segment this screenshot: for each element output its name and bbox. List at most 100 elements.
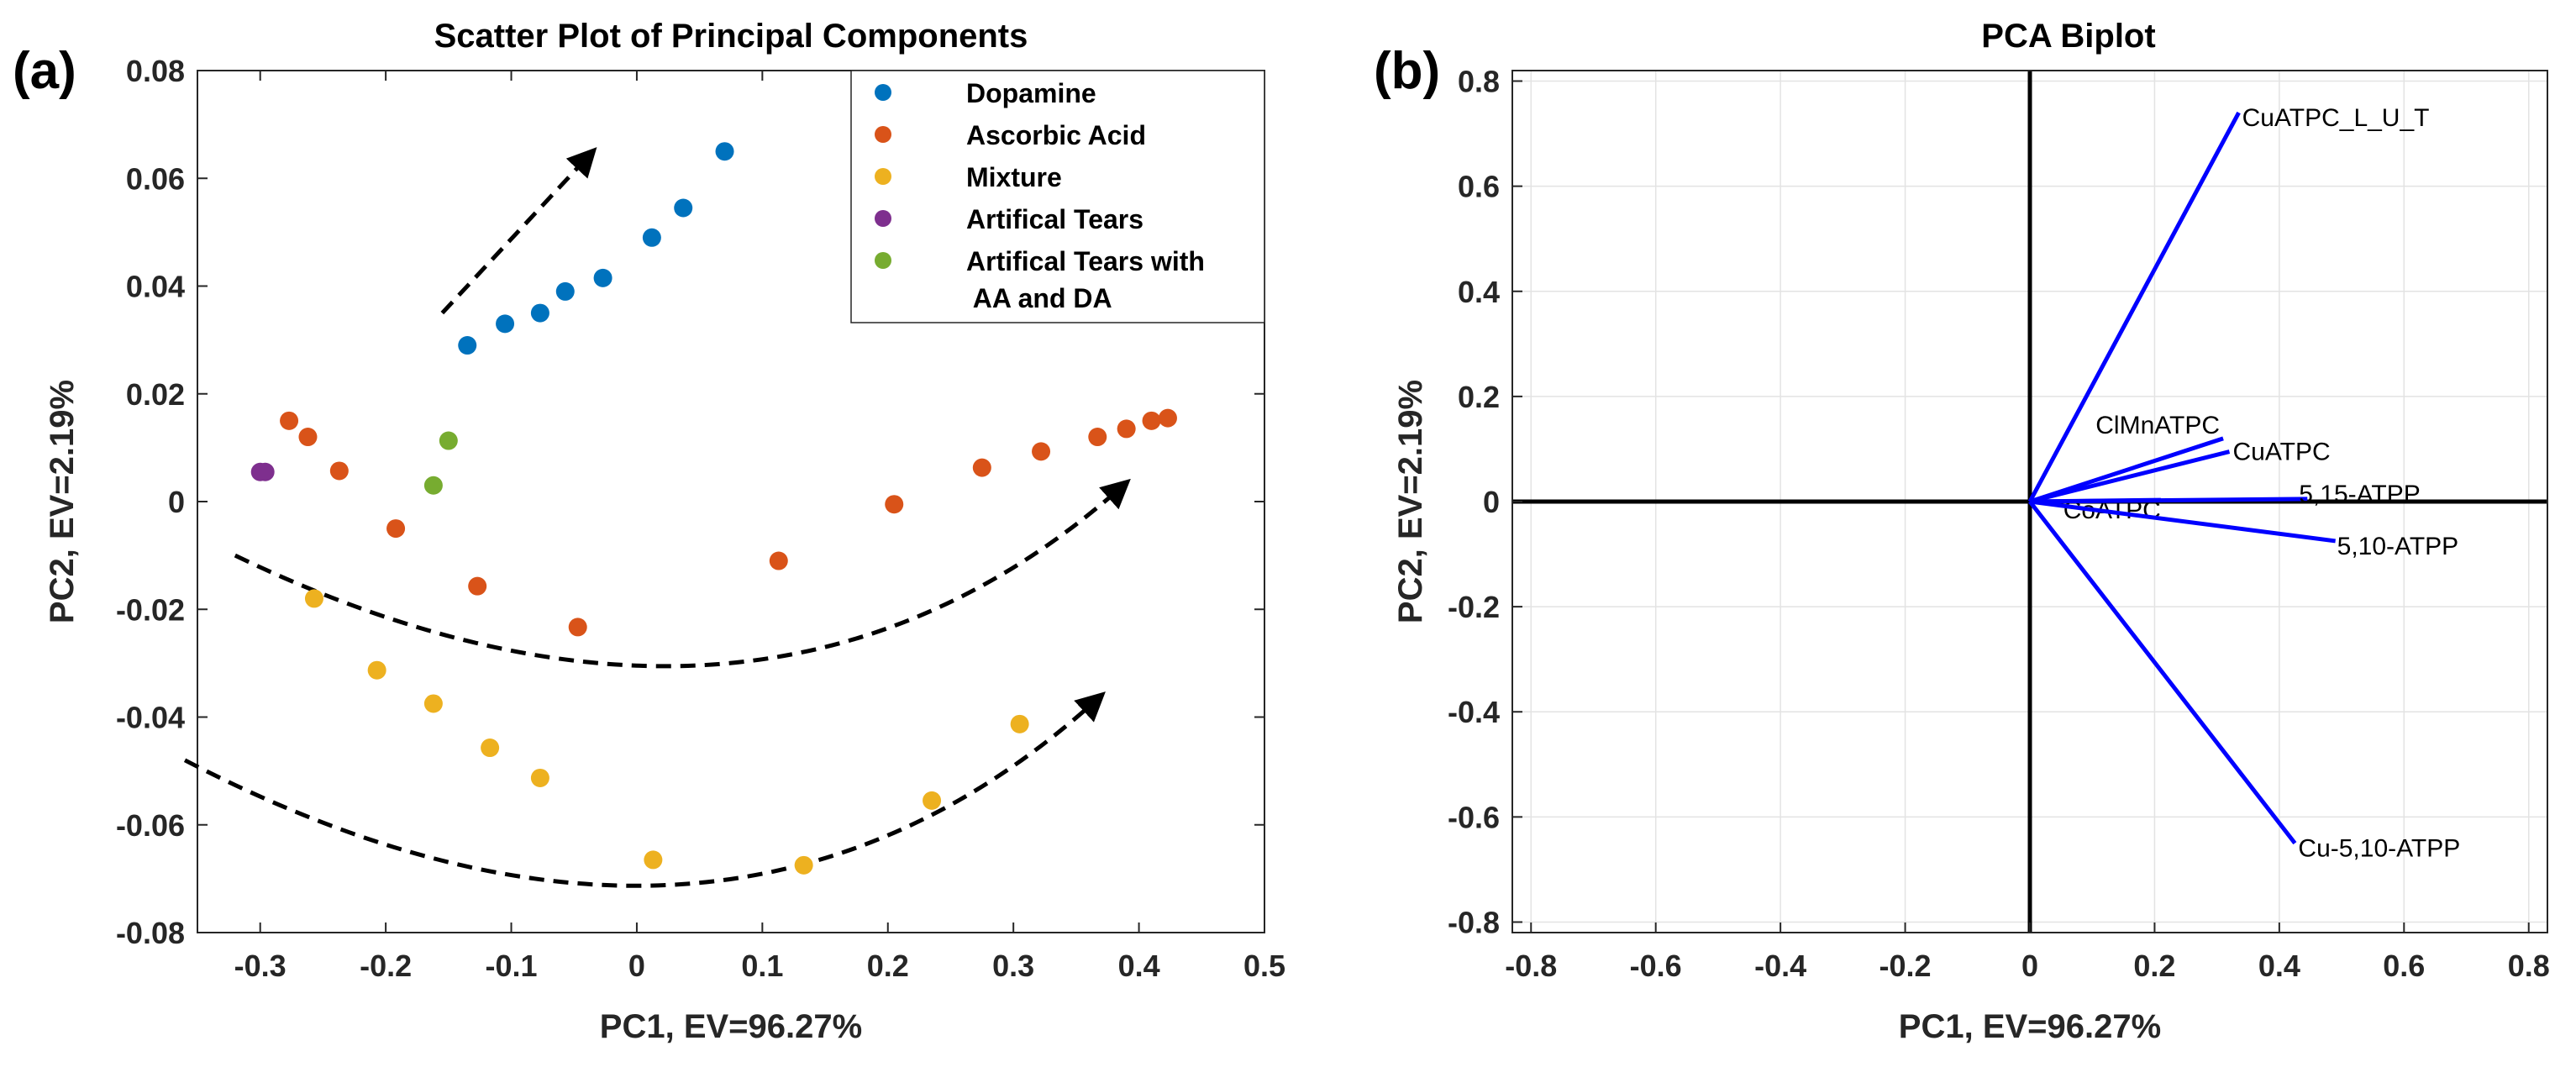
trend-arrow xyxy=(234,478,1131,669)
vector-label: ClMnATPC xyxy=(2095,412,2220,439)
vector-label: CuATPC xyxy=(2232,439,2330,466)
trend-arrow xyxy=(440,147,597,315)
x-tick-label: -0.2 xyxy=(360,949,412,983)
loading-vector xyxy=(2029,497,2308,504)
tick-group: -0.3 -0.2 -0.1 0 0.1 0.2 0.3 0.4 0.5 -0.08 -0.06 -0… xyxy=(116,54,1285,983)
tick-group: -0.8 -0.6 -0.4 -0.2 0 0.2 0.4 0.6 0.8 -0.8 -0.6 -0.… xyxy=(1448,65,2550,983)
vector-label: 5,10-ATPP xyxy=(2337,533,2459,560)
y-tick-label: -0.02 xyxy=(116,592,185,627)
y-tick-label: -0.2 xyxy=(1448,590,1500,624)
legend-label: Mixture xyxy=(966,162,1062,192)
data-point xyxy=(530,768,549,787)
y-axis-label: PC2, EV=2.19% xyxy=(1392,380,1429,623)
y-tick-label: -0.04 xyxy=(116,701,185,735)
legend: Dopamine Ascorbic Acid Mixture Artifical Te… xyxy=(850,70,1265,323)
data-point xyxy=(1032,442,1051,461)
data-point xyxy=(386,519,406,539)
data-point xyxy=(1088,428,1107,447)
data-point xyxy=(468,576,487,596)
data-point xyxy=(568,618,587,637)
data-point xyxy=(794,855,813,875)
y-tick-label: 0.04 xyxy=(126,270,185,304)
vector-label: Cu-5,10-ATPP xyxy=(2298,835,2460,863)
data-point xyxy=(555,281,575,301)
y-tick-label: -0.8 xyxy=(1448,905,1500,939)
y-tick-label: 0 xyxy=(168,485,185,519)
vector-group: CuATPC_L_U_TClMnATPCCuATPCCoATPC5,15-ATP… xyxy=(2027,104,2460,863)
data-point xyxy=(423,694,443,713)
data-point xyxy=(280,411,299,430)
data-point xyxy=(972,458,991,477)
y-tick-label: -0.08 xyxy=(116,916,185,950)
data-point xyxy=(458,336,477,355)
data-point xyxy=(255,462,275,481)
y-tick-label: 0.4 xyxy=(1458,275,1500,309)
x-tick-label: 0.1 xyxy=(741,949,783,983)
y-axis-label: PC2, EV=2.19% xyxy=(44,380,81,623)
chart-title: Scatter Plot of Principal Components xyxy=(434,18,1028,55)
data-point xyxy=(298,428,318,447)
data-point xyxy=(530,303,549,323)
x-tick-label: 0 xyxy=(628,949,645,983)
data-point xyxy=(367,660,386,680)
legend-marker xyxy=(875,84,891,101)
loading-vector xyxy=(2027,111,2241,503)
x-tick-label: -0.4 xyxy=(1754,949,1806,983)
legend-box xyxy=(850,70,1265,323)
x-tick-label: -0.2 xyxy=(1879,949,1932,983)
legend-marker xyxy=(875,210,891,227)
x-tick-label: 0.4 xyxy=(1118,949,1160,983)
x-tick-label: 0.5 xyxy=(1243,949,1285,983)
y-tick-label: 0.6 xyxy=(1458,170,1500,204)
data-point xyxy=(1158,408,1177,428)
data-point xyxy=(769,551,788,570)
x-tick-label: 0.2 xyxy=(867,949,909,983)
x-axis-label: PC1, EV=96.27% xyxy=(1899,1008,2161,1045)
loading-vector xyxy=(2029,499,2336,544)
y-tick-label: 0.2 xyxy=(1458,380,1500,414)
vector-label: CuATPC_L_U_T xyxy=(2242,104,2430,132)
data-point xyxy=(674,198,693,218)
scatter-chart: Scatter Plot of Principal Components -0.… xyxy=(44,18,1285,1045)
x-tick-label: 0 xyxy=(2021,949,2038,983)
y-tick-label: 0.08 xyxy=(126,54,185,88)
x-tick-label: 0.2 xyxy=(2133,949,2175,983)
legend-marker xyxy=(875,252,891,269)
y-tick-label: 0 xyxy=(1483,485,1500,519)
points-group xyxy=(250,142,1177,875)
legend-marker xyxy=(875,168,891,185)
data-point xyxy=(439,431,458,450)
loading-vector xyxy=(2029,436,2224,504)
x-tick-label: 0.4 xyxy=(2258,949,2300,983)
data-point xyxy=(423,476,443,495)
chart-title: PCA Biplot xyxy=(1981,18,2155,55)
x-tick-label: 0.6 xyxy=(2383,949,2425,983)
data-point xyxy=(496,314,515,334)
panel-label-a: (a) xyxy=(13,42,76,100)
y-tick-label: -0.4 xyxy=(1448,695,1500,729)
data-point xyxy=(644,850,663,870)
data-point xyxy=(885,495,904,514)
legend-label: Artifical Tears xyxy=(966,204,1143,234)
y-tick-label: 0.02 xyxy=(126,377,185,412)
legend-label: Ascorbic Acid xyxy=(966,120,1146,150)
loading-vector xyxy=(2029,449,2231,504)
x-axis-label: PC1, EV=96.27% xyxy=(600,1008,862,1045)
data-point xyxy=(329,461,349,481)
y-tick-label: 0.06 xyxy=(126,161,185,196)
data-point xyxy=(304,589,323,608)
panel-label-b: (b) xyxy=(1374,42,1440,100)
legend-marker xyxy=(875,126,891,143)
x-tick-label: -0.3 xyxy=(234,949,287,983)
biplot-chart: PCA Biplot CuATPC_L_U_TClMnATPCCuATPCCoA… xyxy=(1392,18,2550,1045)
y-tick-label: 0.8 xyxy=(1458,65,1500,99)
data-point xyxy=(1010,714,1029,733)
data-point xyxy=(923,791,942,810)
data-point xyxy=(642,228,661,247)
x-tick-label: 0.8 xyxy=(2508,949,2550,983)
x-tick-label: -0.8 xyxy=(1505,949,1557,983)
y-tick-label: -0.6 xyxy=(1448,800,1500,834)
x-tick-label: 0.3 xyxy=(992,949,1034,983)
legend-label: Artifical Tears with AA and DA xyxy=(966,246,1205,313)
